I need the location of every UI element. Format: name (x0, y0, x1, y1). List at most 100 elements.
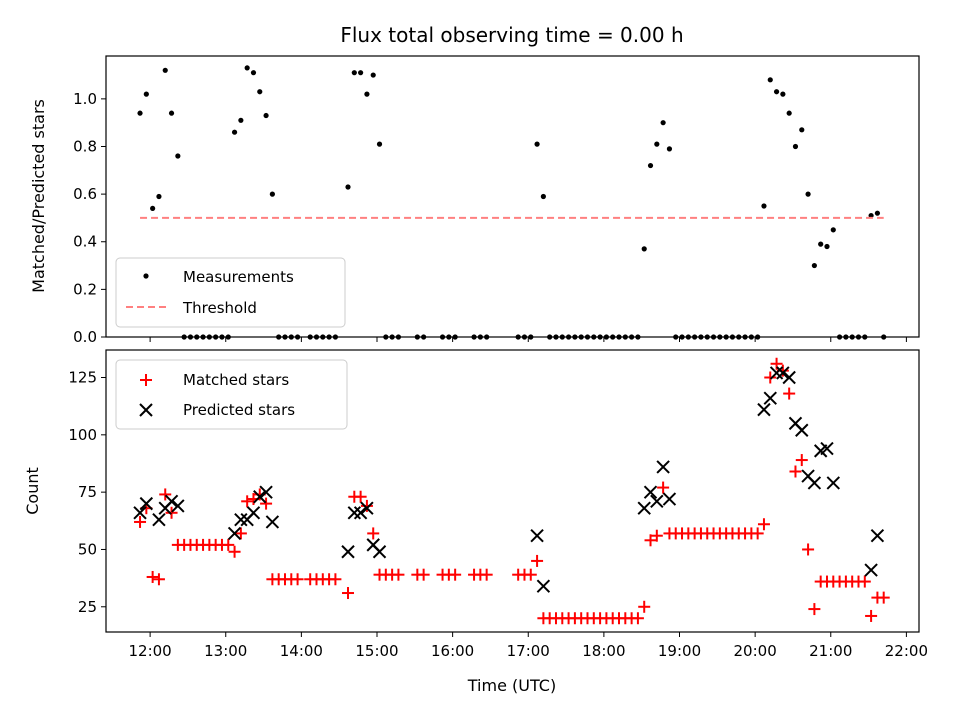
threshold-legend-label: Threshold (182, 299, 257, 317)
matched-stars-point (234, 527, 247, 540)
matched-stars-point (751, 527, 764, 540)
predicted-stars-point (864, 563, 878, 577)
predicted-stars-point (656, 460, 670, 474)
measurements-legend-label: Measurements (183, 268, 294, 286)
predicted-stars-point (782, 370, 796, 385)
matched-stars-point (480, 568, 493, 581)
predicted-stars-point (253, 490, 267, 504)
predicted-stars-point (259, 485, 273, 499)
predicted-stars-point (360, 501, 374, 515)
count-x-tick-label: 19:00 (658, 642, 701, 660)
measurements-point (364, 91, 370, 97)
count-x-tick-label: 16:00 (431, 642, 474, 660)
ratio-legend: Measurements Threshold (115, 257, 346, 328)
x-axis-label: Time (UTC) (467, 676, 556, 695)
measurements-point (175, 153, 181, 159)
count-x-tick-label: 12:00 (128, 642, 171, 660)
ratio-panel: 0.0 0.2 0.4 0.6 0.8 1.0 Matched/Predicted sta… (29, 55, 920, 346)
predicted-stars-point (234, 512, 248, 527)
measurements-point (244, 65, 250, 71)
count-y-tick-label: 100 (68, 426, 97, 444)
predicted-stars-point (372, 545, 387, 559)
matched-stars-point (260, 497, 273, 510)
measurements-point (345, 184, 351, 190)
count-x-tick-label: 17:00 (507, 642, 550, 660)
count-x-tick-label: 13:00 (204, 642, 247, 660)
matched-stars-point (858, 575, 871, 588)
matched-stars-point (802, 543, 815, 556)
predicted-stars-point (246, 506, 261, 520)
matched-stars-point (449, 568, 462, 581)
predicted-stars-point (769, 366, 784, 380)
measurements-point (811, 262, 817, 269)
predicted-stars-legend-marker (139, 403, 153, 417)
count-x-tick-label: 20:00 (734, 642, 777, 660)
predicted-stars-point (763, 391, 777, 405)
measurements-point (641, 246, 647, 252)
predicted-stars-legend-label: Predicted stars (183, 401, 295, 419)
predicted-stars-point (152, 512, 166, 527)
count-x-tick-label: 22:00 (885, 642, 928, 660)
measurements-point (654, 141, 660, 147)
predicted-stars-point (757, 402, 771, 417)
matched-stars-point (134, 515, 147, 528)
ratio-legend-frame (115, 257, 346, 328)
measurements-point (358, 70, 364, 76)
predicted-stars-point (139, 496, 154, 511)
matched-stars-point (757, 518, 770, 531)
measurements-point (792, 143, 799, 150)
measurements-point (773, 89, 780, 95)
predicted-stars-point (662, 492, 677, 506)
matched-stars-point (638, 600, 651, 613)
count-y-tick-label: 25 (78, 598, 97, 616)
measurements-point (351, 70, 357, 76)
ratio-plot-area (137, 65, 887, 340)
matched-stars-point (291, 573, 304, 586)
matched-stars-point (329, 573, 342, 586)
measurements-point (263, 112, 269, 119)
ratio-y-axis: 0.0 0.2 0.4 0.6 0.8 1.0 (73, 90, 106, 346)
measurements-point (376, 141, 383, 147)
matched-stars-point (808, 603, 821, 616)
measurements-legend-marker (143, 273, 149, 279)
matched-stars-point (360, 499, 373, 512)
matched-stars-point (367, 527, 380, 540)
predicted-stars-point (347, 506, 362, 520)
predicted-stars-point (650, 494, 664, 509)
matched-stars-point (650, 529, 663, 542)
measurements-point (238, 117, 244, 123)
matched-stars-legend-marker (140, 374, 152, 386)
measurements-point (534, 141, 540, 147)
measurements-point (824, 243, 830, 250)
ratio-y-tick-label: 0.6 (73, 185, 97, 203)
predicted-stars-point (826, 476, 840, 490)
matched-stars-point (789, 465, 802, 478)
predicted-stars-point (637, 501, 651, 515)
matched-stars-point (783, 387, 796, 400)
predicted-stars-point (133, 506, 147, 520)
matched-stars-point (795, 454, 808, 467)
matched-stars-point (524, 568, 537, 581)
matched-stars-point (342, 587, 355, 600)
measurements-point (162, 67, 168, 73)
matched-stars-legend-label: Matched stars (183, 371, 289, 389)
matched-stars-point (631, 612, 644, 625)
measurements-point (868, 212, 874, 219)
matched-stars-point (644, 534, 657, 547)
matched-stars-point (354, 490, 367, 503)
measurements-point (137, 110, 143, 116)
matched-stars-point (222, 538, 235, 551)
measurements-point (647, 162, 654, 169)
ratio-y-tick-label: 0.0 (73, 328, 97, 346)
measurements-point (761, 203, 767, 209)
count-plot-area (133, 357, 890, 625)
measurements-point (168, 110, 175, 116)
count-x-axis: 12:00 13:00 14:00 15:00 16:00 17:00 18:00 19:00… (128, 632, 928, 660)
measurements-point (231, 129, 238, 135)
count-x-tick-label: 21:00 (809, 642, 852, 660)
matched-stars-point (228, 545, 241, 558)
measurements-point (666, 146, 673, 152)
count-y-axis-label: Count (23, 467, 42, 515)
predicted-stars-point (164, 494, 179, 509)
predicted-stars-point (341, 545, 355, 559)
